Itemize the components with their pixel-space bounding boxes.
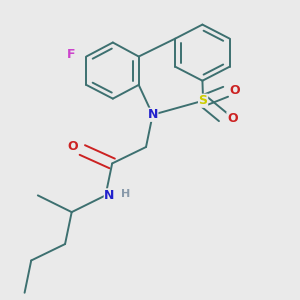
Text: N: N xyxy=(148,108,158,121)
Text: H: H xyxy=(121,189,130,199)
Text: S: S xyxy=(199,94,208,107)
Text: N: N xyxy=(104,189,115,202)
Text: O: O xyxy=(67,140,78,153)
Text: F: F xyxy=(67,48,76,61)
Text: O: O xyxy=(230,84,240,97)
Text: O: O xyxy=(227,112,238,125)
